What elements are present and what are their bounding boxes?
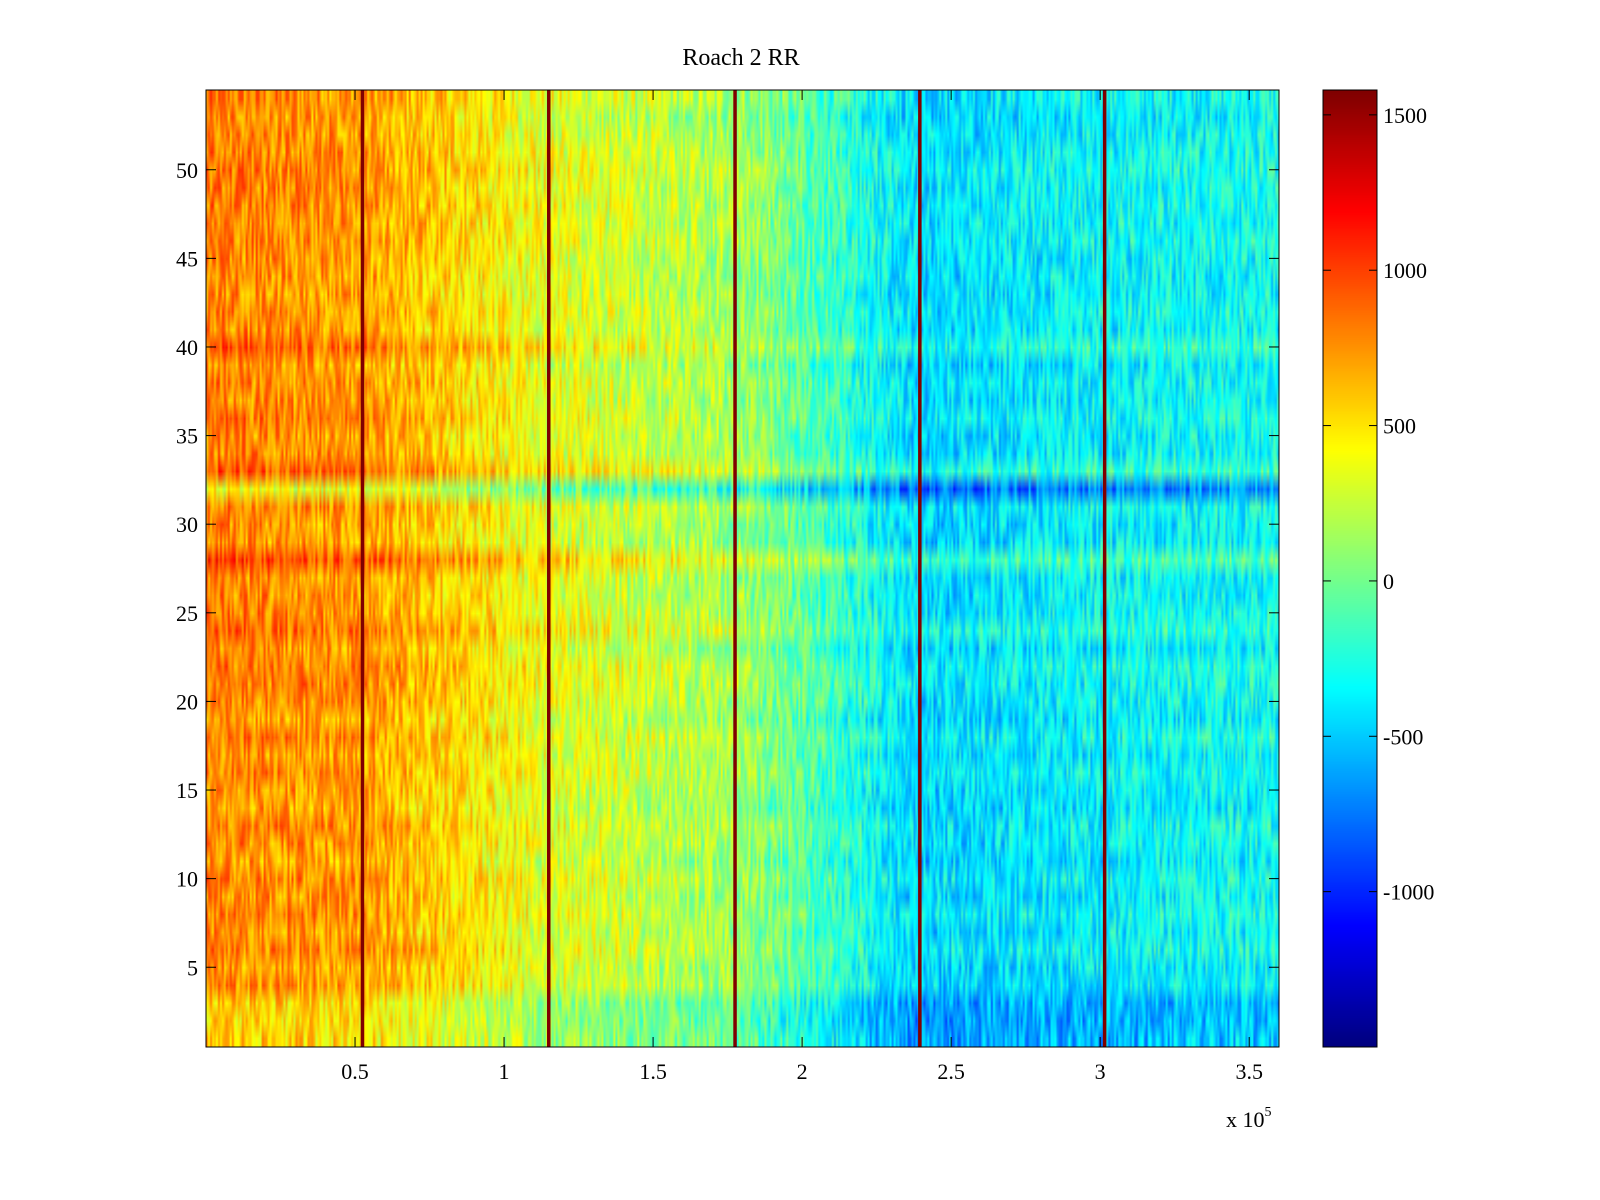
colorbar-frame: [1322, 89, 1378, 1048]
y-tick-label: 10: [176, 867, 198, 892]
y-tick-label: 5: [187, 955, 198, 980]
colorbar-tick-label: 500: [1383, 414, 1416, 439]
colorbar-axis: 1500 1000 500 0 -500 -1000: [1323, 103, 1434, 905]
x-axis-multiplier: x 105: [1226, 1105, 1272, 1132]
y-tick-label: 50: [176, 158, 198, 183]
x-tick-label: 1: [499, 1059, 510, 1084]
y-tick-label: 35: [176, 424, 198, 449]
x-tick-label: 1.5: [639, 1059, 667, 1084]
x-tick-label: 3: [1095, 1059, 1106, 1084]
plot-frame: [205, 89, 1280, 1048]
heatmap-image: [206, 90, 1279, 1047]
colorbar-tick-label: -1000: [1383, 880, 1434, 905]
colorbar-tick-label: -500: [1383, 724, 1423, 749]
chart-title: Roach 2 RR: [682, 45, 799, 71]
y-tick-label: 30: [176, 512, 198, 537]
colorbar-tick-label: 1000: [1383, 258, 1427, 283]
x-tick-label: 3.5: [1235, 1059, 1263, 1084]
x-axis: 0.5 1 1.5 2 2.5 3 3.5: [341, 90, 1263, 1084]
y-tick-label: 20: [176, 689, 198, 714]
y-tick-label: 40: [176, 335, 198, 360]
x-tick-label: 2: [797, 1059, 808, 1084]
x-tick-label: 2.5: [937, 1059, 965, 1084]
band-lines: [360, 90, 1107, 1047]
x-tick-label: 0.5: [341, 1059, 369, 1084]
y-tick-label: 25: [176, 601, 198, 626]
y-tick-label: 45: [176, 246, 198, 271]
colorbar-image: [1323, 90, 1377, 1047]
colorbar-tick-label: 1500: [1383, 103, 1427, 128]
y-axis: 5 10 15 20 25 30 35 40 45 50: [176, 158, 1279, 980]
colorbar-tick-label: 0: [1383, 569, 1394, 594]
y-tick-label: 15: [176, 778, 198, 803]
